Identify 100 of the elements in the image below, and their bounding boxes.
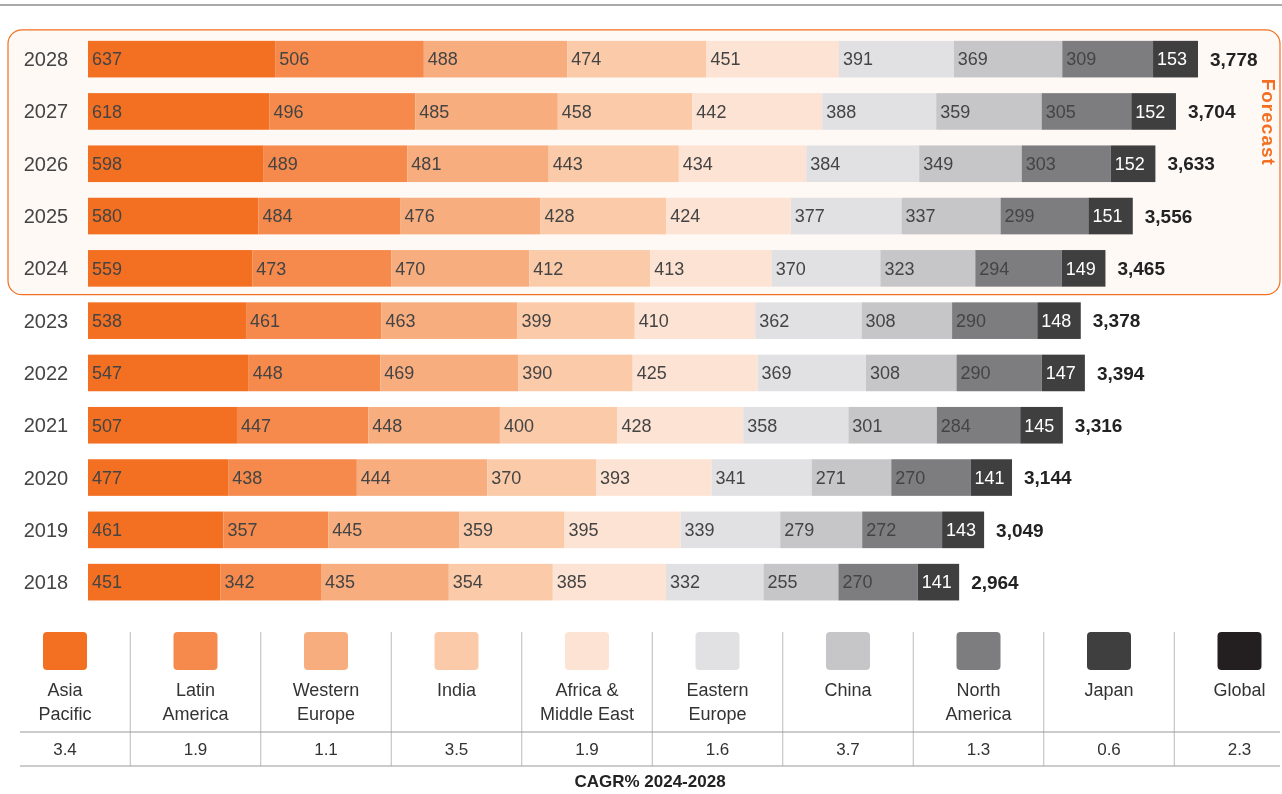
bar bbox=[1062, 40, 1154, 78]
bar bbox=[919, 145, 1022, 183]
data-label: 385 bbox=[556, 572, 587, 593]
data-label: 391 bbox=[842, 49, 874, 70]
total-label: 3,633 bbox=[1167, 153, 1215, 175]
y-tick-label: 2024 bbox=[23, 257, 69, 280]
bar bbox=[975, 250, 1062, 287]
data-label: 448 bbox=[252, 363, 283, 384]
bar bbox=[632, 354, 758, 392]
data-label: 341 bbox=[715, 467, 746, 488]
data-label: 279 bbox=[784, 520, 815, 541]
data-label: 435 bbox=[324, 572, 356, 593]
data-label: 393 bbox=[599, 467, 631, 488]
data-label: 434 bbox=[682, 154, 713, 175]
data-label: 308 bbox=[865, 310, 896, 331]
data-label: 362 bbox=[759, 310, 790, 331]
data-label: 147 bbox=[1045, 363, 1076, 384]
data-label: 451 bbox=[710, 49, 741, 70]
bar bbox=[595, 459, 712, 496]
data-label: 390 bbox=[522, 363, 553, 384]
data-label: 384 bbox=[810, 154, 841, 175]
bar bbox=[956, 354, 1042, 392]
data-label: 370 bbox=[491, 467, 522, 488]
data-label: 473 bbox=[256, 258, 287, 279]
bar bbox=[415, 93, 558, 130]
bar bbox=[692, 93, 823, 130]
bar bbox=[678, 145, 807, 183]
bar bbox=[763, 563, 839, 601]
data-label: 359 bbox=[940, 101, 971, 122]
total-label: 3,378 bbox=[1092, 310, 1141, 332]
data-label: 339 bbox=[684, 520, 715, 541]
data-label: 538 bbox=[92, 310, 123, 331]
total-label: 3,704 bbox=[1187, 101, 1236, 123]
bar bbox=[246, 302, 382, 339]
data-label: 412 bbox=[533, 258, 564, 279]
text: CAGR% 2024-2028 bbox=[574, 771, 726, 791]
data-label: 294 bbox=[979, 258, 1010, 279]
bar bbox=[757, 354, 866, 392]
bar bbox=[706, 40, 839, 78]
data-label: 488 bbox=[427, 49, 458, 70]
bar bbox=[252, 250, 392, 287]
data-label: 458 bbox=[561, 101, 592, 122]
y-tick-label: 2022 bbox=[23, 361, 69, 384]
data-label: 284 bbox=[940, 415, 971, 436]
bar bbox=[567, 40, 707, 78]
bar bbox=[499, 406, 618, 444]
bar bbox=[518, 354, 633, 392]
data-label: 425 bbox=[636, 363, 667, 384]
legend-label: Latin America bbox=[162, 680, 230, 725]
bar bbox=[880, 250, 976, 287]
bar bbox=[88, 197, 259, 235]
legend-label: Global bbox=[1213, 680, 1266, 701]
data-label: 444 bbox=[360, 467, 391, 488]
bar bbox=[838, 563, 918, 601]
data-label: 271 bbox=[815, 467, 846, 488]
data-label: 358 bbox=[747, 415, 778, 436]
data-label: 399 bbox=[521, 310, 552, 331]
bar bbox=[861, 302, 953, 339]
data-label: 143 bbox=[946, 520, 977, 541]
data-label: 323 bbox=[884, 258, 915, 279]
bar bbox=[391, 250, 530, 287]
data-label: 357 bbox=[227, 520, 258, 541]
data-label: 413 bbox=[654, 258, 685, 279]
total-label: 3,049 bbox=[996, 519, 1044, 541]
data-label: 270 bbox=[895, 467, 926, 488]
bar bbox=[88, 459, 229, 496]
bar bbox=[780, 511, 863, 549]
bar bbox=[848, 406, 937, 444]
y-tick-label: 2020 bbox=[23, 466, 69, 489]
data-label: 637 bbox=[92, 49, 123, 70]
bar bbox=[634, 302, 756, 339]
bar bbox=[88, 511, 224, 549]
data-label: 428 bbox=[544, 206, 575, 227]
data-label: 290 bbox=[956, 310, 987, 331]
data-label: 349 bbox=[923, 154, 954, 175]
bar bbox=[88, 93, 270, 130]
legend-label: China bbox=[824, 680, 873, 701]
bar bbox=[822, 93, 937, 130]
legend-label: India bbox=[436, 680, 477, 701]
bar bbox=[88, 302, 247, 339]
total-label: 3,778 bbox=[1210, 48, 1258, 70]
y-tick-label: 2021 bbox=[23, 414, 69, 437]
data-label: 485 bbox=[419, 101, 450, 122]
data-label: 410 bbox=[638, 310, 669, 331]
text: 0.6 bbox=[1097, 739, 1121, 759]
data-label: 148 bbox=[1041, 310, 1072, 331]
legend-label: Japan bbox=[1084, 680, 1134, 701]
legend-label: Western Europe bbox=[292, 680, 360, 725]
data-label: 598 bbox=[92, 154, 123, 175]
data-label: 448 bbox=[372, 415, 403, 436]
data-label: 496 bbox=[273, 101, 304, 122]
bar bbox=[755, 302, 862, 339]
data-label: 153 bbox=[1157, 49, 1188, 70]
total-label: 2,964 bbox=[971, 571, 1020, 593]
data-label: 445 bbox=[332, 520, 363, 541]
data-label: 506 bbox=[279, 49, 310, 70]
legend-label: Asia Pacific bbox=[38, 680, 92, 725]
bar bbox=[680, 511, 781, 549]
data-label: 470 bbox=[395, 258, 426, 279]
data-label: 332 bbox=[669, 572, 700, 593]
